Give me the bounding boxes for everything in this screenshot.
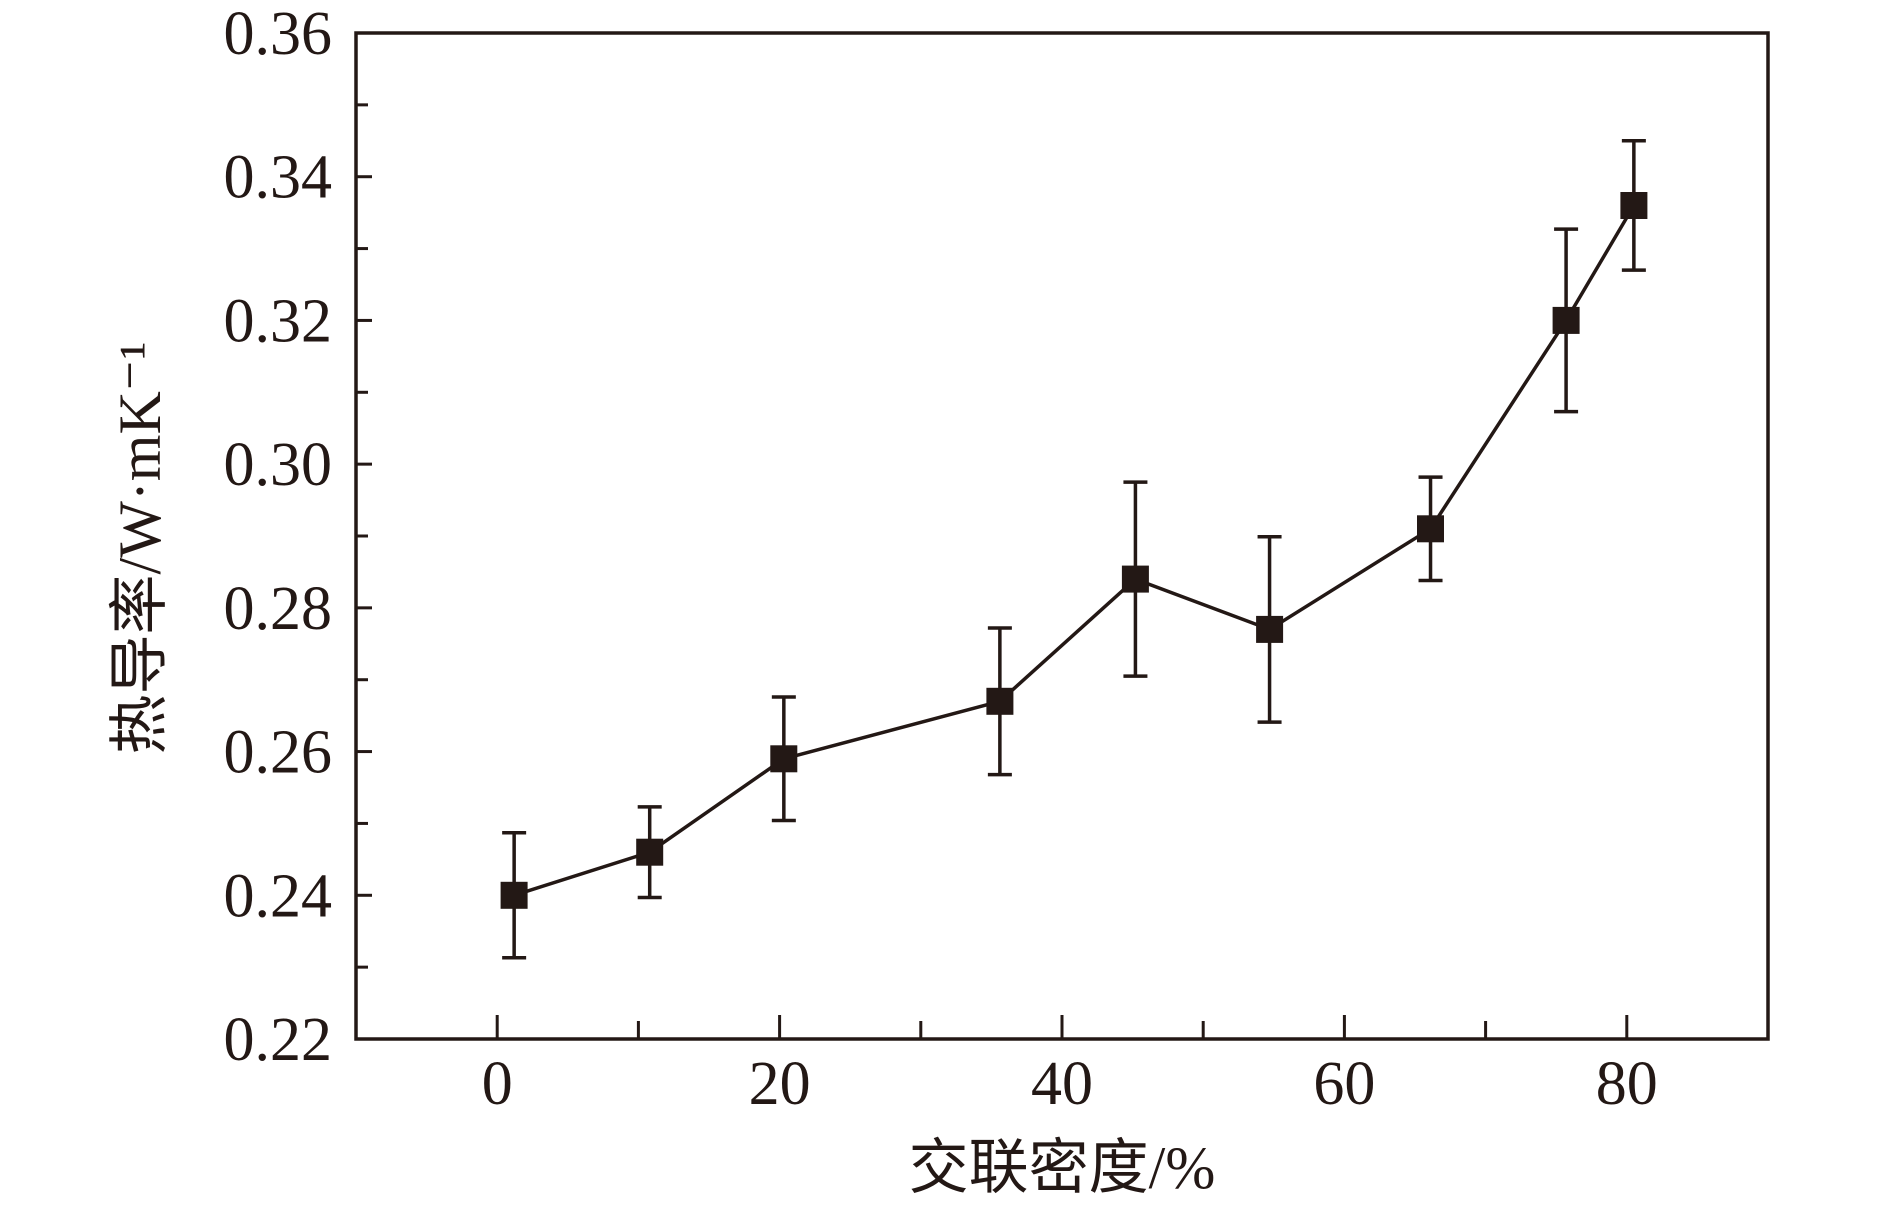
data-point: [1256, 615, 1284, 643]
series-line: [513, 204, 1636, 897]
y-tick-label: 0.22: [224, 1006, 333, 1074]
data-point: [1121, 565, 1149, 593]
y-axis-tick-labels: 0.22 0.24 0.26 0.28 0.30 0.32 0.34 0.36: [224, 0, 333, 1074]
y-tick-label: 0.34: [224, 144, 333, 212]
x-axis-label: 交联密度/%: [909, 1135, 1216, 1201]
data-point: [500, 881, 528, 909]
x-tick-label: 60: [1313, 1050, 1375, 1118]
y-axis-label: 热导率/W·mK⁻¹: [107, 342, 173, 755]
series-line-layer: [513, 204, 1636, 897]
data-point: [770, 745, 798, 773]
y-tick-label: 0.28: [224, 575, 333, 643]
plot-frame: [354, 31, 1770, 1041]
data-point: [1620, 192, 1648, 219]
x-axis-ticks: [495, 1015, 1629, 1039]
x-tick-label: 80: [1596, 1050, 1658, 1118]
data-point: [636, 838, 664, 866]
y-tick-label: 0.32: [224, 287, 333, 355]
x-tick-label: 20: [749, 1050, 811, 1118]
y-tick-label: 0.36: [224, 0, 333, 68]
x-axis-tick-labels: 0 20 40 60 80: [482, 1050, 1658, 1118]
data-point: [1417, 515, 1444, 543]
data-point: [1552, 306, 1580, 334]
y-tick-label: 0.24: [224, 862, 333, 930]
data-point: [986, 687, 1014, 715]
x-tick-label: 40: [1031, 1050, 1093, 1118]
x-tick-label: 0: [482, 1050, 513, 1118]
y-tick-label: 0.26: [224, 719, 333, 787]
data-series: [500, 139, 1648, 960]
marker-layer: [500, 192, 1648, 909]
y-tick-label: 0.30: [224, 431, 333, 499]
y-axis-ticks: [356, 31, 372, 1041]
